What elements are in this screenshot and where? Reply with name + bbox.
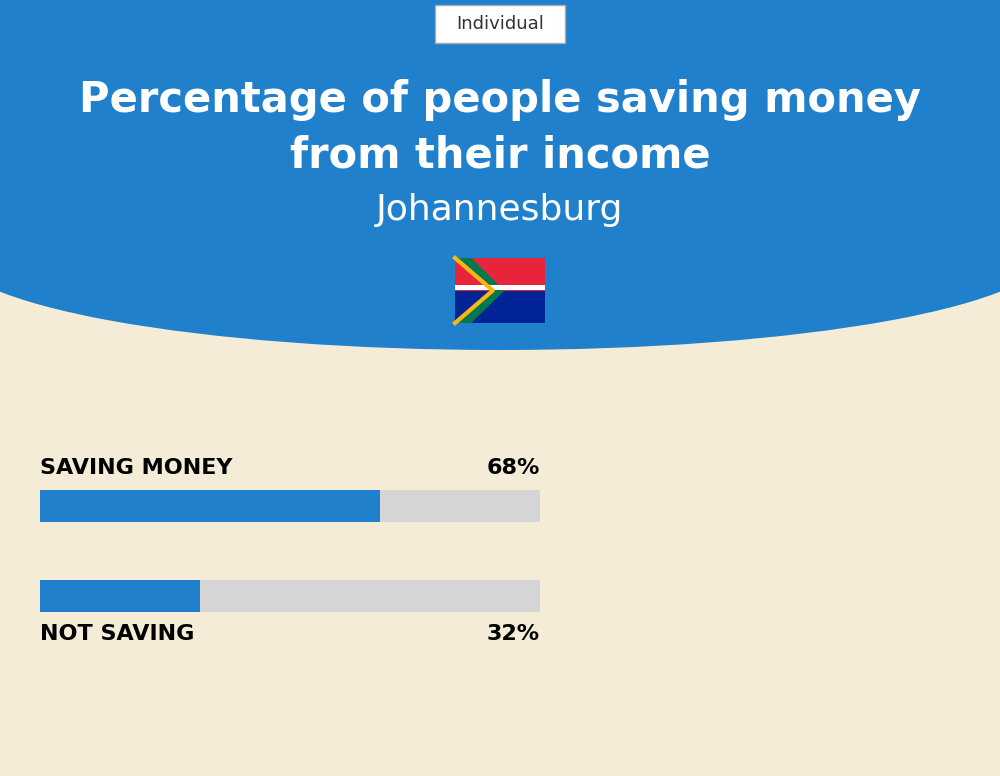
Bar xyxy=(455,258,545,323)
Text: from their income: from their income xyxy=(290,134,710,176)
Bar xyxy=(40,490,540,522)
Text: 32%: 32% xyxy=(487,624,540,644)
Bar xyxy=(455,286,545,290)
Text: 68%: 68% xyxy=(487,458,540,478)
Text: SAVING MONEY: SAVING MONEY xyxy=(40,458,232,478)
FancyBboxPatch shape xyxy=(435,5,565,43)
Text: Percentage of people saving money: Percentage of people saving money xyxy=(79,79,921,121)
Bar xyxy=(40,490,380,522)
Bar xyxy=(40,580,200,612)
Bar xyxy=(0,0,1000,250)
Text: NOT SAVING: NOT SAVING xyxy=(40,624,194,644)
Bar xyxy=(40,580,540,612)
Bar xyxy=(455,258,545,290)
Text: Individual: Individual xyxy=(456,15,544,33)
Bar xyxy=(455,290,545,323)
Text: Johannesburg: Johannesburg xyxy=(376,193,624,227)
Polygon shape xyxy=(455,258,505,323)
Ellipse shape xyxy=(0,150,1000,350)
